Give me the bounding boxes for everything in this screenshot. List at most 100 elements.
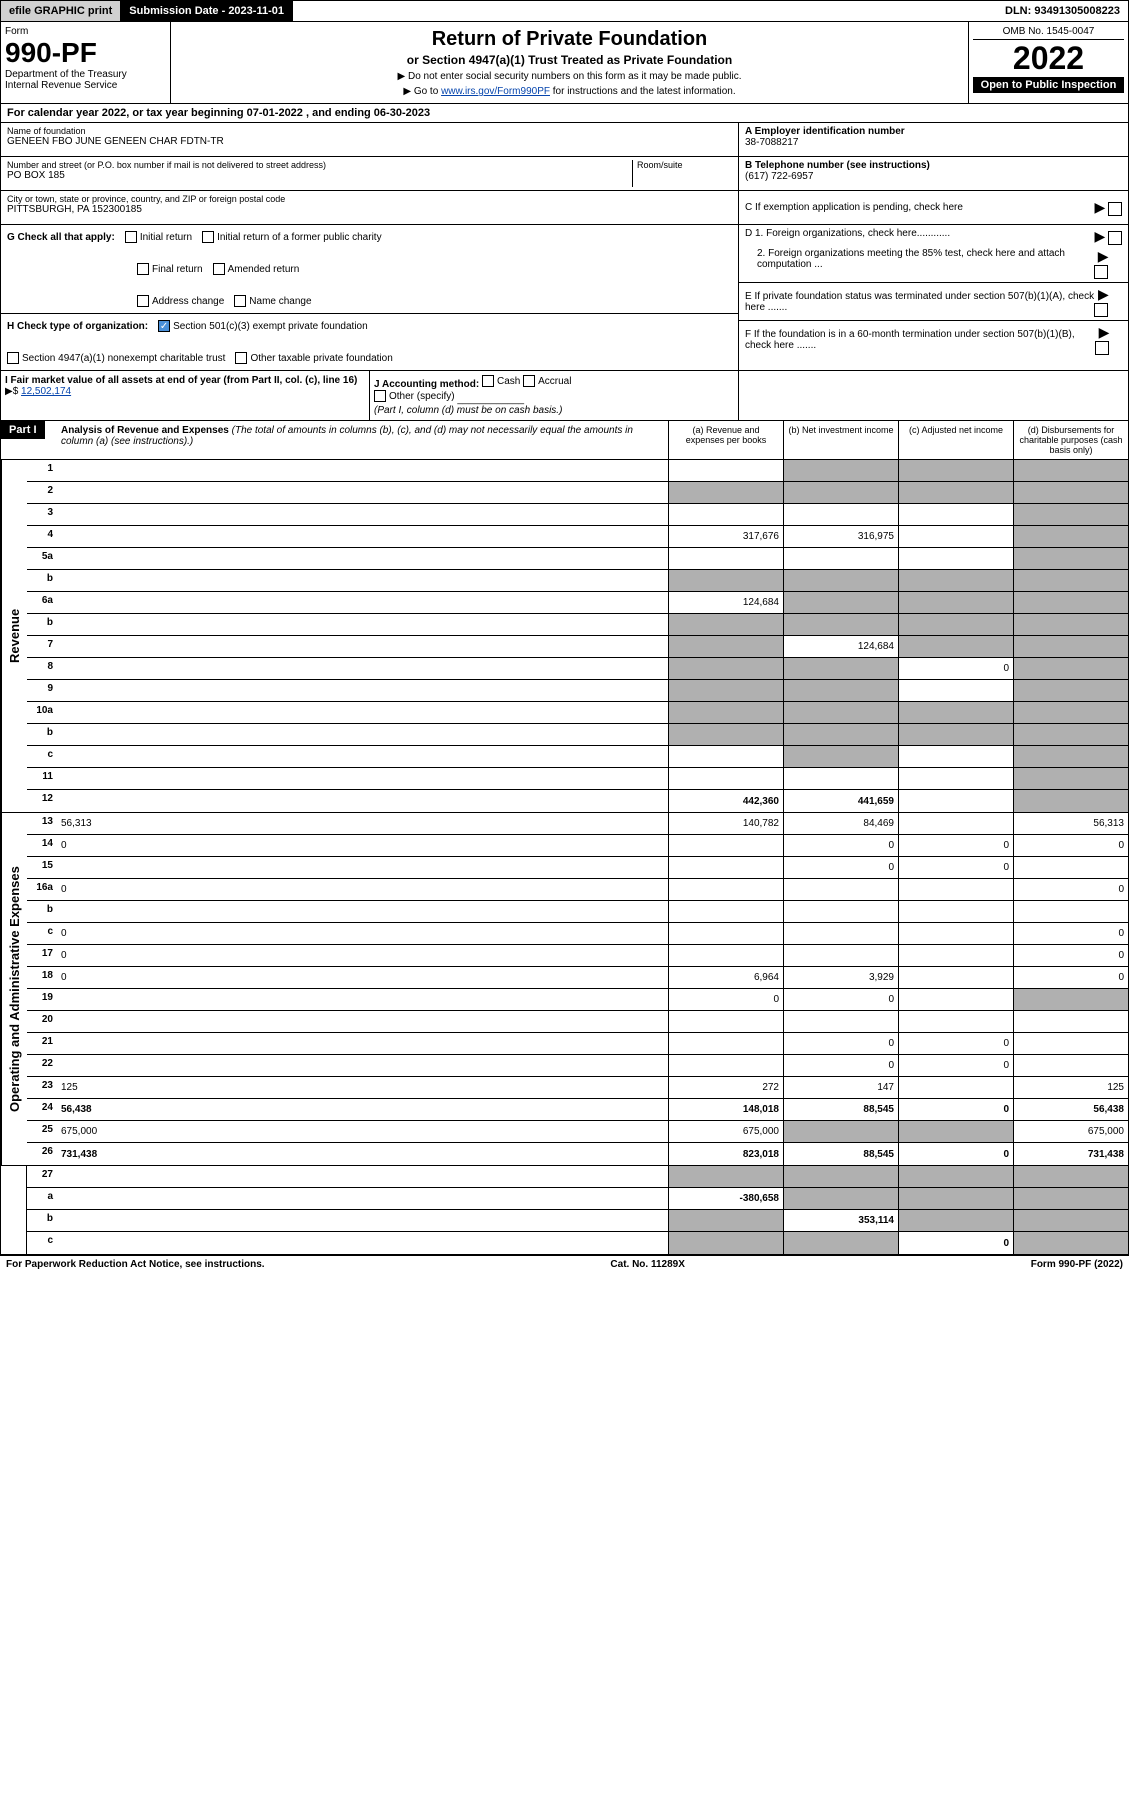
cell-col-c [898, 901, 1013, 922]
other-taxable-checkbox[interactable] [235, 352, 247, 364]
line-description [57, 592, 668, 613]
line-number: 13 [27, 813, 57, 834]
cell-col-b [783, 945, 898, 966]
line-description [57, 989, 668, 1010]
cell-col-d [1013, 1055, 1128, 1076]
cell-col-a [668, 1033, 783, 1054]
line-number: 15 [27, 857, 57, 878]
cell-col-d [1013, 1210, 1128, 1231]
initial-former-label: Initial return of a former public charit… [217, 232, 382, 243]
cell-col-a [668, 1166, 783, 1187]
d2-checkbox[interactable] [1094, 265, 1108, 279]
arrow-icon: ▶ [1099, 324, 1110, 340]
accrual-checkbox[interactable] [523, 375, 535, 387]
line-number: b [27, 614, 57, 635]
line-description [57, 1166, 668, 1187]
cell-col-c [898, 504, 1013, 525]
city-value: PITTSBURGH, PA 152300185 [7, 204, 732, 215]
cell-col-d [1013, 768, 1128, 789]
footer-left: For Paperwork Reduction Act Notice, see … [6, 1259, 265, 1270]
room-label: Room/suite [637, 160, 732, 170]
cell-col-c [898, 746, 1013, 767]
addrchg-label: Address change [152, 296, 224, 307]
cash-checkbox[interactable] [482, 375, 494, 387]
tax-year-range: For calendar year 2022, or tax year begi… [0, 104, 1129, 123]
cell-col-d [1013, 1232, 1128, 1254]
efile-print-button[interactable]: efile GRAPHIC print [1, 1, 121, 21]
cell-col-d [1013, 526, 1128, 547]
ein-value: 38-7088217 [745, 137, 1122, 148]
cell-col-d [1013, 724, 1128, 745]
cell-col-d: 0 [1013, 945, 1128, 966]
line-description: 0 [57, 945, 668, 966]
cell-col-b: 441,659 [783, 790, 898, 812]
cell-col-d [1013, 614, 1128, 635]
col-a-header: (a) Revenue and expenses per books [668, 421, 783, 459]
line-description [57, 702, 668, 723]
other-method-label: Other (specify) [389, 391, 455, 402]
footer-mid: Cat. No. 11289X [610, 1259, 684, 1270]
namechg-checkbox[interactable] [234, 295, 246, 307]
line-description [57, 614, 668, 635]
e-checkbox[interactable] [1094, 303, 1108, 317]
irs-link[interactable]: www.irs.gov/Form990PF [441, 86, 550, 97]
cell-col-c [898, 790, 1013, 812]
line-description [57, 746, 668, 767]
cell-col-d: 0 [1013, 879, 1128, 900]
cell-col-a [668, 1210, 783, 1231]
cell-col-b [783, 724, 898, 745]
line-description [57, 504, 668, 525]
final-return-checkbox[interactable] [137, 263, 149, 275]
revenue-section-label: Revenue [1, 460, 27, 812]
initial-return-label: Initial return [140, 232, 192, 243]
line-number: 17 [27, 945, 57, 966]
goto-pre: ▶ Go to [403, 86, 441, 97]
form-label: Form [5, 26, 166, 37]
dept-label: Department of the Treasury [5, 69, 166, 80]
initial-former-checkbox[interactable] [202, 231, 214, 243]
cell-col-c: 0 [898, 1055, 1013, 1076]
cell-col-d [1013, 570, 1128, 591]
cell-col-b [783, 658, 898, 679]
f-checkbox[interactable] [1095, 341, 1109, 355]
cell-col-c: 0 [898, 835, 1013, 856]
col-d-header: (d) Disbursements for charitable purpose… [1013, 421, 1128, 459]
cell-col-b [783, 768, 898, 789]
line-description [57, 1033, 668, 1054]
line-description: 125 [57, 1077, 668, 1098]
cell-col-a [668, 636, 783, 657]
cell-col-a [668, 724, 783, 745]
cell-col-d [1013, 592, 1128, 613]
initial-return-checkbox[interactable] [125, 231, 137, 243]
other-method-checkbox[interactable] [374, 390, 386, 402]
line-description [57, 1188, 668, 1209]
cell-col-d [1013, 504, 1128, 525]
d1-checkbox[interactable] [1108, 231, 1122, 245]
cell-col-d [1013, 857, 1128, 878]
line-number: 12 [27, 790, 57, 812]
cell-col-a: 6,964 [668, 967, 783, 988]
cell-col-c [898, 724, 1013, 745]
4947a1-checkbox[interactable] [7, 352, 19, 364]
submission-date-label: Submission Date - 2023-11-01 [121, 1, 293, 21]
amended-checkbox[interactable] [213, 263, 225, 275]
cell-col-d: 731,438 [1013, 1143, 1128, 1165]
line-number: 10a [27, 702, 57, 723]
501c3-checkbox[interactable]: ✓ [158, 320, 170, 332]
i-value[interactable]: 12,502,174 [21, 386, 71, 397]
addrchg-checkbox[interactable] [137, 295, 149, 307]
cell-col-d [1013, 746, 1128, 767]
cell-col-a: 124,684 [668, 592, 783, 613]
line-number: 22 [27, 1055, 57, 1076]
cell-col-a: 148,018 [668, 1099, 783, 1120]
public-inspection-label: Open to Public Inspection [973, 77, 1124, 93]
cell-col-b [783, 879, 898, 900]
line-description: 675,000 [57, 1121, 668, 1142]
line-number: c [27, 1232, 57, 1254]
cell-col-c [898, 879, 1013, 900]
line-number: 8 [27, 658, 57, 679]
d1-label: D 1. Foreign organizations, check here..… [745, 228, 950, 245]
cell-col-b: 84,469 [783, 813, 898, 834]
c-checkbox[interactable] [1108, 202, 1122, 216]
cell-col-a: 317,676 [668, 526, 783, 547]
